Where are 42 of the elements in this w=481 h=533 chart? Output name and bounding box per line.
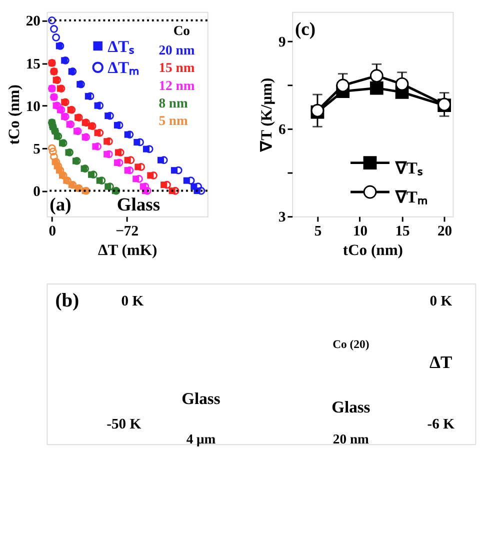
text: 12 nm	[158, 78, 196, 93]
y-tick-label: 15	[26, 56, 40, 72]
x-tick-label: −72	[116, 223, 138, 240]
annotation: (c)	[295, 20, 316, 40]
x-tick-label: 20	[437, 223, 452, 240]
y-tick-label: 20	[26, 14, 40, 30]
legend-label: ΔTₘ	[108, 58, 140, 78]
legend-label: ΔTₛ	[108, 36, 134, 56]
legend-label: ∇Tₛ	[394, 158, 422, 178]
text: ΔT	[430, 352, 453, 372]
y-tick-label: 3	[278, 210, 286, 226]
x-tick-label: 10	[352, 223, 368, 240]
y-tick-label: 10	[26, 98, 40, 115]
x-axis-title: tCo (nm)	[342, 242, 403, 259]
text: 15 nm	[158, 60, 196, 76]
y-tick-label: 6	[278, 122, 286, 138]
y-axis-title: ∇T (K/μm)	[258, 78, 276, 152]
annotation: (a)	[50, 196, 72, 216]
legend-label: ∇Tₘ	[394, 188, 428, 207]
legend-title: Co	[173, 23, 190, 38]
text: 0 K	[430, 294, 453, 310]
x-tick-label: 15	[395, 223, 410, 240]
text: Glass	[182, 389, 221, 408]
y-tick-label: 5	[33, 142, 40, 158]
text: 5 nm	[158, 112, 189, 128]
x-axis-title: ΔT (mK)	[98, 242, 158, 259]
y-tick-label: 9	[278, 34, 286, 50]
annotation: Glass	[116, 196, 160, 216]
text: -6 K	[427, 416, 456, 433]
x-tick-label: 0	[48, 223, 56, 240]
text: (b)	[55, 290, 80, 312]
text: 0 K	[121, 294, 144, 310]
text: 8 nm	[158, 95, 189, 110]
x-tick-label: 5	[314, 223, 322, 240]
y-tick-label: 0	[33, 184, 40, 200]
text: Co (20)	[332, 338, 370, 352]
text: Glass	[332, 398, 371, 417]
text: 4 μm	[186, 432, 216, 447]
text: 20 nm	[332, 432, 370, 447]
text: -50 K	[106, 416, 142, 433]
annotation: 20 nm	[158, 42, 196, 58]
y-axis-title: tCo (nm)	[6, 84, 23, 145]
